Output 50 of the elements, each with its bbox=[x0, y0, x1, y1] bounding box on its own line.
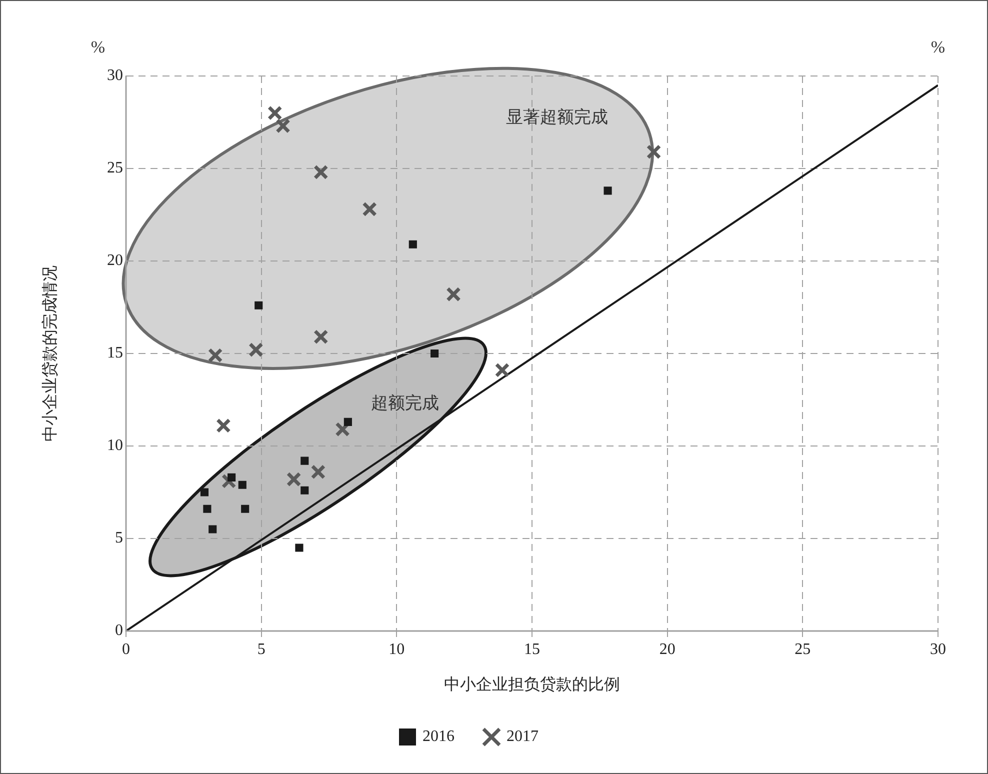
y-tick-label: 5 bbox=[115, 530, 123, 547]
point bbox=[408, 240, 417, 248]
text: % bbox=[90, 37, 106, 56]
point bbox=[276, 118, 290, 134]
point bbox=[208, 525, 217, 534]
y-tick-label: 0 bbox=[115, 622, 123, 640]
annotation: 超额完成 bbox=[371, 393, 439, 412]
point bbox=[430, 349, 439, 358]
point bbox=[254, 301, 263, 310]
x-tick-label: 30 bbox=[930, 640, 946, 658]
x-tick-label: 15 bbox=[524, 640, 540, 658]
point bbox=[300, 456, 309, 465]
point bbox=[203, 504, 212, 513]
text: % bbox=[930, 37, 946, 56]
point bbox=[300, 486, 309, 494]
point bbox=[286, 472, 302, 487]
point bbox=[313, 329, 328, 344]
y-tick-label: 25 bbox=[107, 160, 123, 177]
x-tick-label: 20 bbox=[659, 640, 676, 658]
point bbox=[216, 418, 231, 434]
point bbox=[646, 144, 662, 160]
legend-label: 2017 bbox=[506, 728, 538, 746]
point bbox=[446, 286, 461, 302]
y-tick-label: 20 bbox=[107, 252, 123, 270]
point bbox=[221, 474, 236, 489]
point bbox=[228, 473, 236, 482]
point bbox=[494, 362, 510, 378]
point bbox=[310, 464, 326, 480]
point bbox=[248, 342, 264, 358]
x-tick-label: 25 bbox=[794, 640, 811, 658]
x-tick-label: 5 bbox=[257, 640, 266, 658]
x-axis-title: 中小企业担负贷款的比例 bbox=[444, 676, 620, 694]
y-tick-label: 10 bbox=[107, 437, 123, 454]
y-tick-label: 15 bbox=[107, 344, 123, 362]
point bbox=[604, 186, 612, 195]
legend-label: 2016 bbox=[422, 728, 454, 746]
point bbox=[267, 106, 282, 120]
point bbox=[344, 418, 352, 426]
annotation: 显著超额完成 bbox=[506, 107, 608, 126]
point bbox=[295, 544, 304, 552]
point bbox=[208, 348, 223, 363]
point bbox=[362, 202, 378, 217]
x-tick-label: 10 bbox=[388, 640, 405, 658]
point bbox=[335, 422, 350, 437]
y-tick-label: 30 bbox=[107, 67, 123, 84]
y-axis-title: 中小企业贷款的完成情况 bbox=[40, 266, 59, 442]
point bbox=[241, 504, 250, 513]
point bbox=[313, 164, 328, 180]
point bbox=[238, 480, 246, 489]
point bbox=[200, 488, 209, 496]
